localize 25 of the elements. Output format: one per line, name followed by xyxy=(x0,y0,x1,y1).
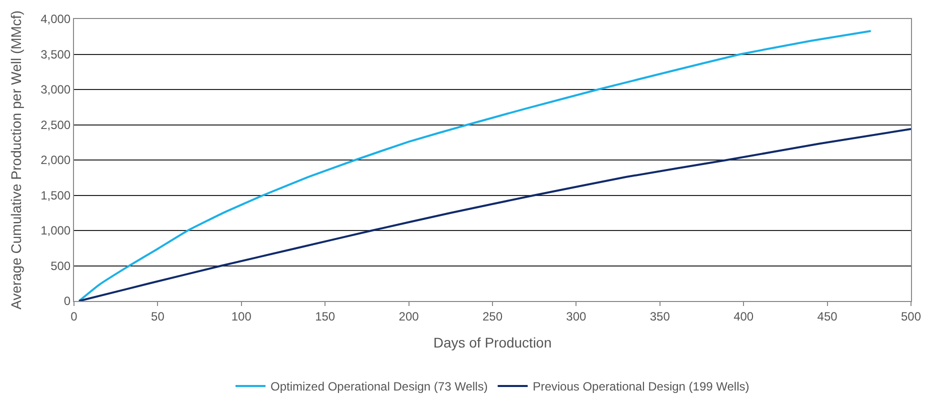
x-axis-title: Days of Production xyxy=(433,334,552,351)
x-tick-label: 500 xyxy=(900,309,922,324)
y-tick-label: 2,500 xyxy=(40,118,71,132)
x-tick-label: 50 xyxy=(151,309,165,324)
y-tick-label: 0 xyxy=(64,294,71,308)
y-tick-label: 500 xyxy=(50,258,71,273)
x-tick-label: 200 xyxy=(398,309,420,324)
x-tick-label: 300 xyxy=(566,309,587,324)
x-tick-label: 450 xyxy=(817,309,838,324)
y-tick-label: 3,000 xyxy=(40,82,71,97)
line-series xyxy=(78,30,872,301)
x-tick-label: 100 xyxy=(231,309,252,324)
x-tick-label: 250 xyxy=(482,309,503,324)
y-tick-label: 1,000 xyxy=(40,224,71,238)
legend-label: Previous Operational Design (199 Wells) xyxy=(532,380,750,394)
legend-label: Optimized Operational Design (73 Wells) xyxy=(270,380,488,394)
y-tick-label: 2,000 xyxy=(40,153,71,168)
line-series xyxy=(78,128,911,301)
y-tick-label: 4,000 xyxy=(40,12,71,26)
y-axis-title: Average Cumulative Production per Well (MMcf) xyxy=(8,10,24,310)
x-tick-label: 350 xyxy=(650,309,670,324)
x-tick-label: 400 xyxy=(734,309,754,324)
x-tick-label: 150 xyxy=(315,309,336,324)
y-tick-label: 3,500 xyxy=(40,47,71,62)
y-tick-label: 1,500 xyxy=(40,188,71,202)
